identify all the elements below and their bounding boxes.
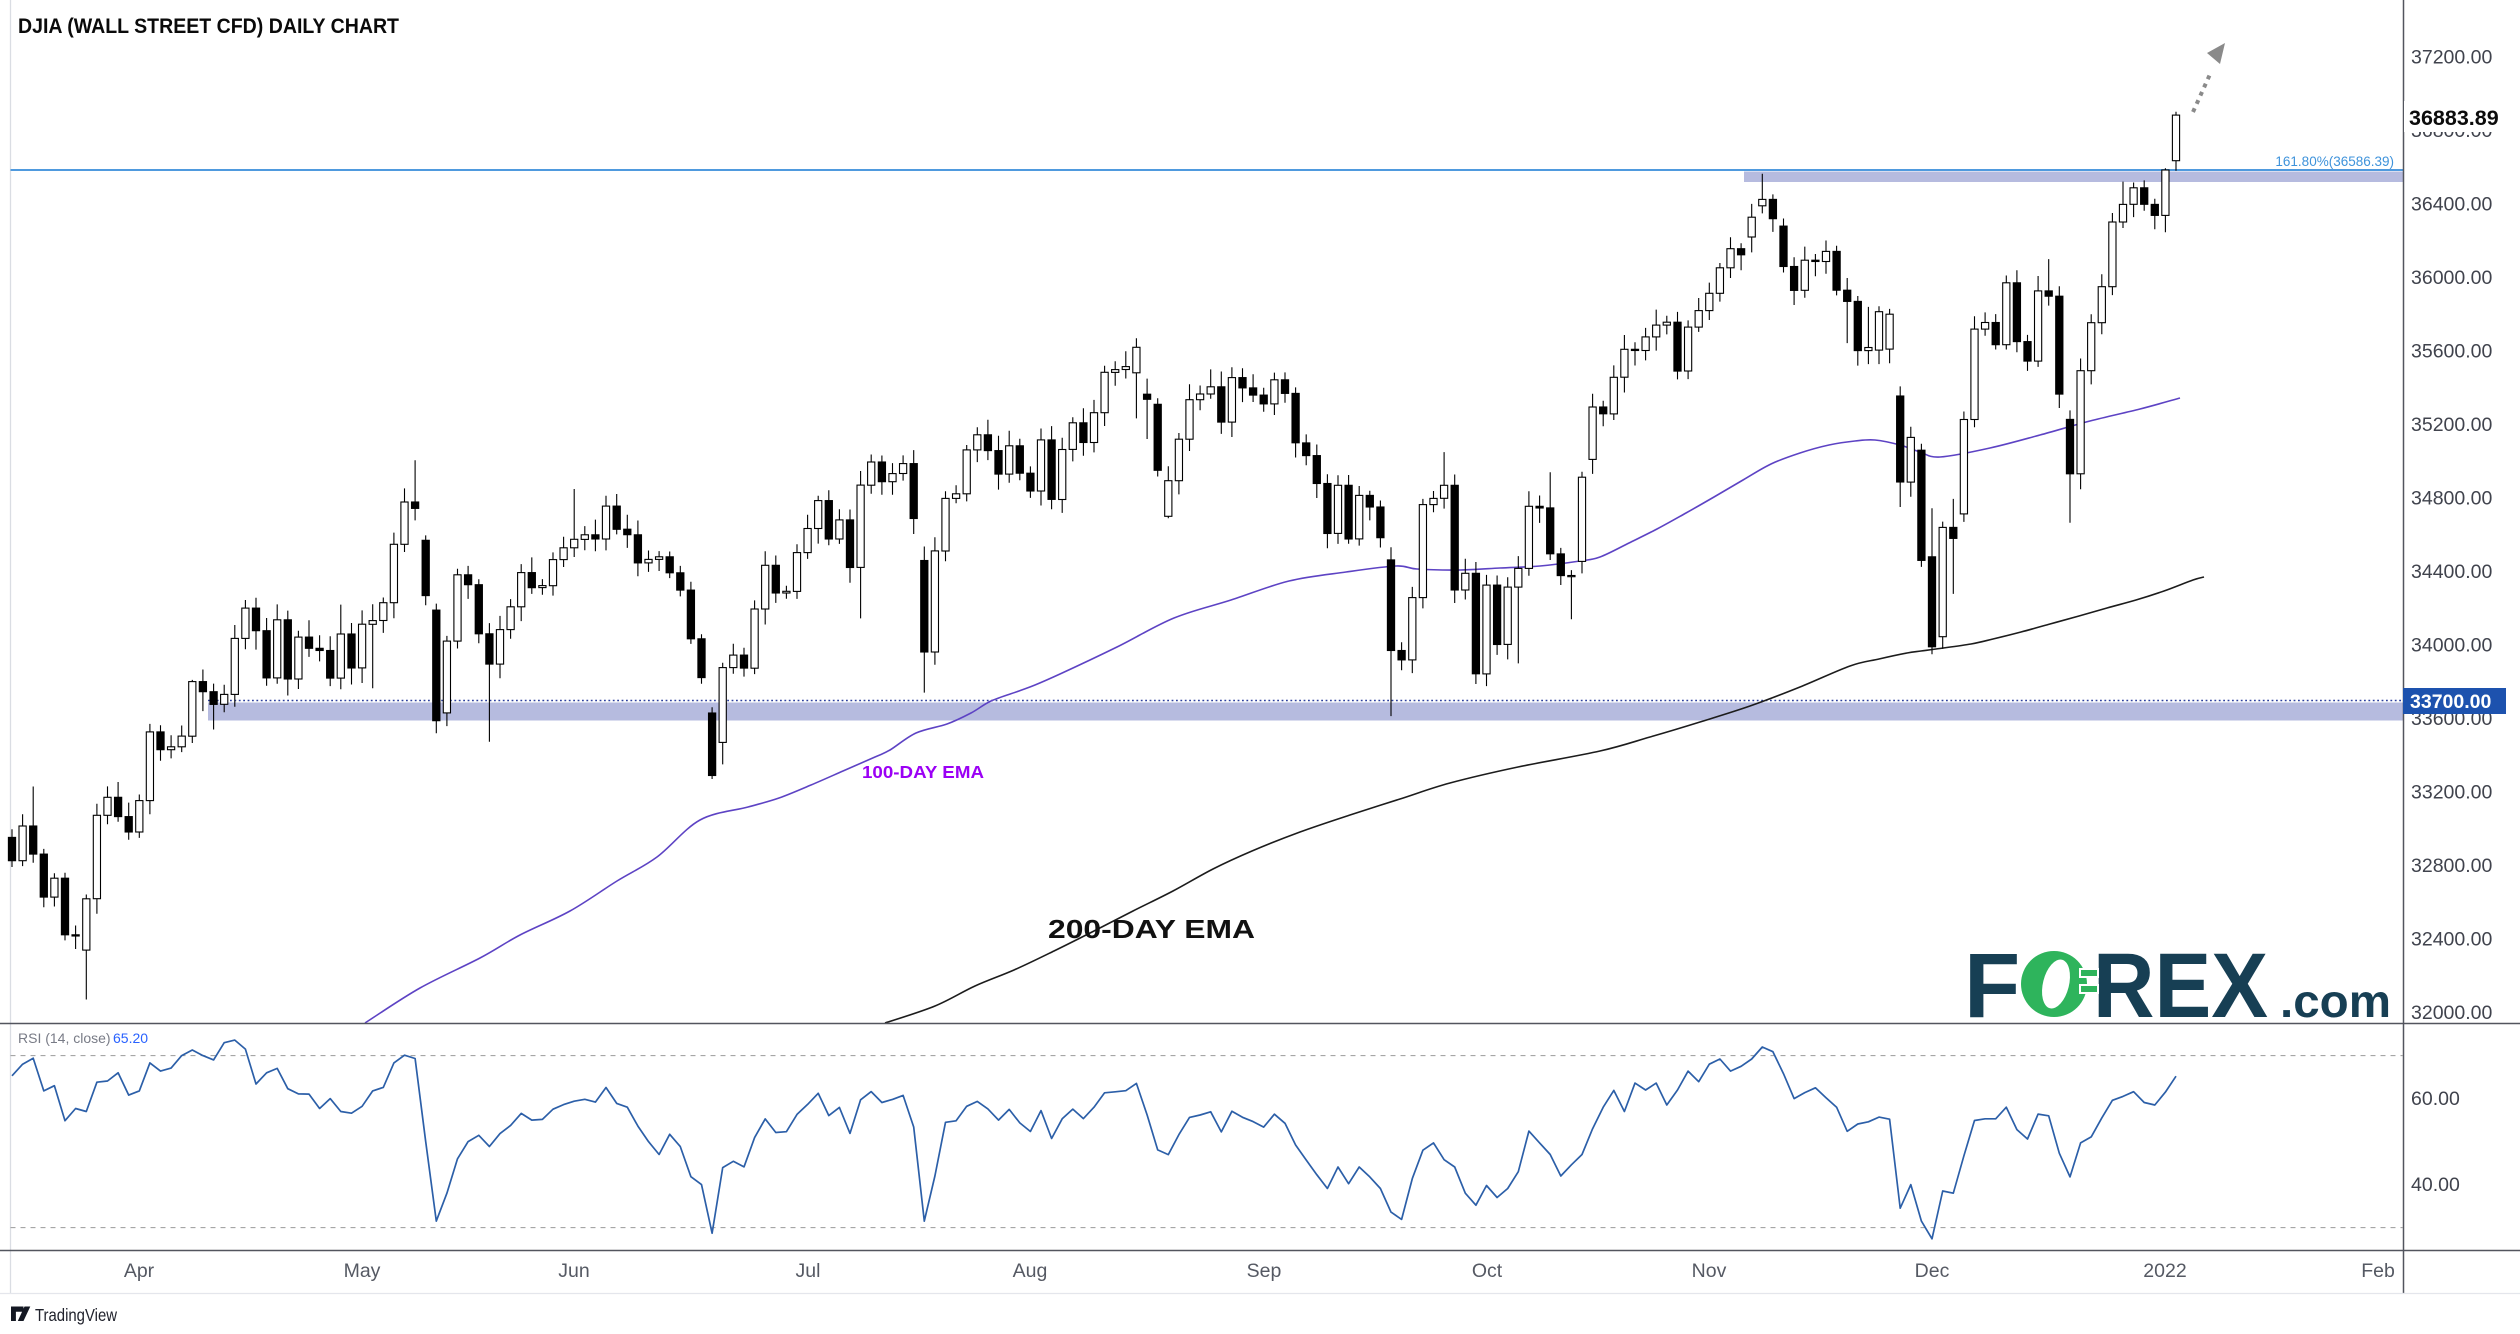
svg-text:35200.00: 35200.00	[2411, 414, 2492, 436]
svg-text:Jun: Jun	[558, 1260, 589, 1282]
svg-text:65.20: 65.20	[113, 1030, 148, 1046]
svg-text:DJIA (WALL STREET CFD) DAILY C: DJIA (WALL STREET CFD) DAILY CHART	[18, 14, 399, 38]
svg-text:34000.00: 34000.00	[2411, 635, 2492, 657]
svg-text:TradingView: TradingView	[35, 1305, 117, 1325]
svg-text:Feb: Feb	[2361, 1260, 2395, 1282]
svg-text:32800.00: 32800.00	[2411, 855, 2492, 877]
svg-text:Apr: Apr	[124, 1260, 155, 1282]
svg-text:F: F	[1964, 935, 2022, 1037]
svg-text:36400.00: 36400.00	[2411, 194, 2492, 216]
svg-text:2022: 2022	[2143, 1260, 2186, 1282]
svg-text:36883.89: 36883.89	[2409, 106, 2499, 130]
svg-text:34400.00: 34400.00	[2411, 561, 2492, 583]
svg-text:33700.00: 33700.00	[2410, 691, 2491, 713]
svg-text:40.00: 40.00	[2411, 1174, 2460, 1196]
svg-text:Dec: Dec	[1915, 1260, 1950, 1282]
svg-text:.com: .com	[2280, 975, 2391, 1027]
svg-text:RSI (14, close): RSI (14, close)	[18, 1030, 111, 1046]
svg-text:34800.00: 34800.00	[2411, 488, 2492, 510]
svg-text:100-DAY EMA: 100-DAY EMA	[862, 762, 984, 782]
svg-text:200-DAY EMA: 200-DAY EMA	[1048, 914, 1255, 944]
svg-text:36000.00: 36000.00	[2411, 267, 2492, 289]
svg-text:Jul: Jul	[796, 1260, 821, 1282]
svg-text:Nov: Nov	[1692, 1260, 1727, 1282]
svg-text:Sep: Sep	[1247, 1260, 1282, 1282]
svg-text:37200.00: 37200.00	[2411, 47, 2492, 69]
svg-text:32000.00: 32000.00	[2411, 1002, 2492, 1024]
svg-text:REX: REX	[2093, 935, 2268, 1037]
svg-text:May: May	[344, 1260, 381, 1282]
svg-text:33200.00: 33200.00	[2411, 782, 2492, 804]
svg-text:60.00: 60.00	[2411, 1088, 2460, 1110]
svg-text:Oct: Oct	[1472, 1260, 1503, 1282]
svg-text:Aug: Aug	[1013, 1260, 1048, 1282]
svg-text:35600.00: 35600.00	[2411, 341, 2492, 363]
svg-text:161.80%(36586.39): 161.80%(36586.39)	[2275, 154, 2394, 169]
svg-text:32400.00: 32400.00	[2411, 929, 2492, 951]
